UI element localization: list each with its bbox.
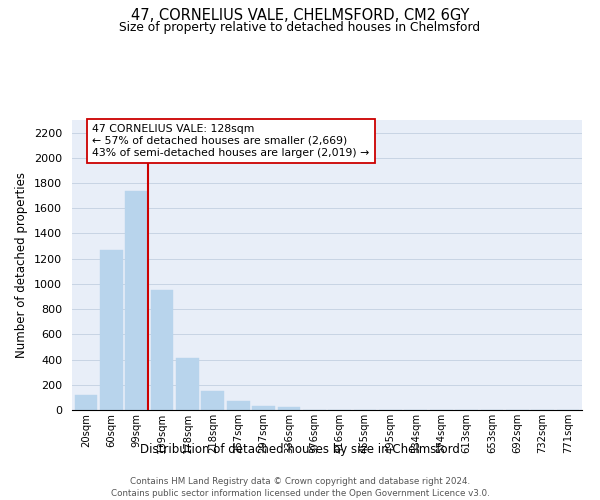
Text: 47 CORNELIUS VALE: 128sqm
← 57% of detached houses are smaller (2,669)
43% of se: 47 CORNELIUS VALE: 128sqm ← 57% of detac… bbox=[92, 124, 370, 158]
Bar bbox=[176, 358, 199, 410]
Bar bbox=[227, 400, 250, 410]
Bar bbox=[74, 395, 97, 410]
Text: Distribution of detached houses by size in Chelmsford: Distribution of detached houses by size … bbox=[140, 442, 460, 456]
Bar bbox=[151, 290, 173, 410]
Bar bbox=[202, 391, 224, 410]
Bar bbox=[252, 406, 275, 410]
Text: Contains HM Land Registry data © Crown copyright and database right 2024.: Contains HM Land Registry data © Crown c… bbox=[130, 478, 470, 486]
Y-axis label: Number of detached properties: Number of detached properties bbox=[16, 172, 28, 358]
Bar bbox=[278, 408, 301, 410]
Text: Size of property relative to detached houses in Chelmsford: Size of property relative to detached ho… bbox=[119, 21, 481, 34]
Bar bbox=[100, 250, 123, 410]
Text: 47, CORNELIUS VALE, CHELMSFORD, CM2 6GY: 47, CORNELIUS VALE, CHELMSFORD, CM2 6GY bbox=[131, 8, 469, 22]
Text: Contains public sector information licensed under the Open Government Licence v3: Contains public sector information licen… bbox=[110, 489, 490, 498]
Bar bbox=[125, 190, 148, 410]
